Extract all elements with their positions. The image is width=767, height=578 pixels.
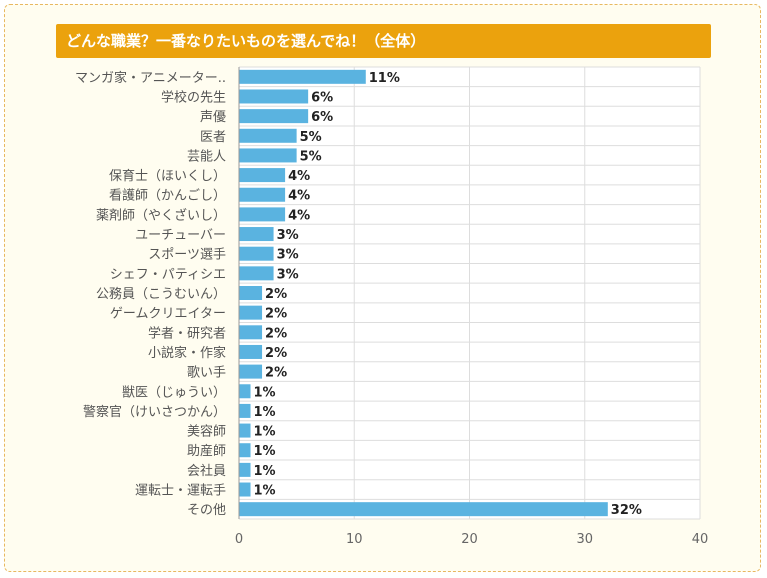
value-label: 4% [288,169,310,184]
bar [239,384,251,399]
bar [239,325,263,340]
x-tick-label: 20 [461,532,478,547]
bar [239,227,274,242]
x-tick-label: 10 [346,532,363,547]
value-label: 1% [254,425,276,440]
category-label: 助産師 [187,443,226,459]
bar [239,109,309,124]
value-label: 1% [254,464,276,479]
bar [239,168,286,183]
value-label: 5% [300,130,322,145]
x-tick-label: 0 [235,532,243,547]
bar [239,286,263,300]
bar [239,364,263,379]
category-label: ユーチューバー [135,228,226,243]
bar [239,266,274,281]
value-label: 3% [277,267,299,282]
category-label: 声優 [200,110,226,125]
value-label: 2% [265,307,287,322]
bar [239,423,251,438]
chart-title-bar: どんな職業？一番なりたいものを選んでね！（全体） [56,24,711,58]
category-label: 看護師（かんごし） [109,188,226,204]
value-label: 2% [265,346,287,361]
category-label: 医者 [200,130,226,145]
category-label: 学校の先生 [161,89,226,105]
category-label: その他 [187,503,226,518]
value-label: 1% [254,484,276,499]
category-label: マンガ家・アニメーター.. [75,70,226,86]
value-label: 2% [265,326,287,341]
x-tick-label: 30 [576,532,593,547]
x-tick-label: 40 [692,532,709,547]
bar [239,482,251,497]
bar [239,69,366,84]
category-label: 学者・研究者 [148,325,226,341]
bar [239,403,251,418]
value-label: 4% [288,208,310,223]
bar [239,207,286,222]
category-label: 芸能人 [187,148,226,164]
category-label: 公務員（こうむいん） [96,287,226,302]
value-label: 11% [369,71,400,86]
category-label: 獣医（じゅうい） [122,385,226,400]
value-label: 2% [265,287,287,302]
bar [239,443,251,458]
value-label: 2% [265,366,287,381]
category-label: 運転士・運転手 [135,484,226,499]
value-label: 6% [311,90,333,105]
bar [239,128,297,143]
value-label: 3% [277,248,299,263]
category-label: 保育士（ほいくし） [109,168,226,184]
value-label: 1% [254,444,276,459]
bar [239,246,274,261]
value-label: 4% [288,189,310,204]
bar [239,502,608,517]
category-label: 歌い手 [187,366,226,381]
category-label: 会社員 [187,463,226,479]
category-label: スポーツ選手 [148,248,226,263]
value-label: 3% [277,228,299,243]
bar [239,305,263,320]
category-label: ゲームクリエイター [110,307,226,322]
value-label: 5% [300,149,322,164]
category-label: 薬剤師（やくざいし） [96,207,226,223]
bar [239,462,251,477]
category-label: 美容師 [187,424,226,440]
bar [239,148,297,163]
bar [239,89,309,104]
category-label: 警察官（けいさつかん） [83,404,226,420]
value-label: 6% [311,110,333,125]
category-label: 小説家・作家 [148,345,226,361]
bar [239,187,286,202]
chart-title: どんな職業？一番なりたいものを選んでね！（全体） [66,32,426,50]
value-label: 1% [254,385,276,400]
bar [239,344,263,359]
value-label: 1% [254,405,276,420]
category-label: シェフ・パティシエ [110,267,226,282]
value-label: 32% [611,503,642,518]
